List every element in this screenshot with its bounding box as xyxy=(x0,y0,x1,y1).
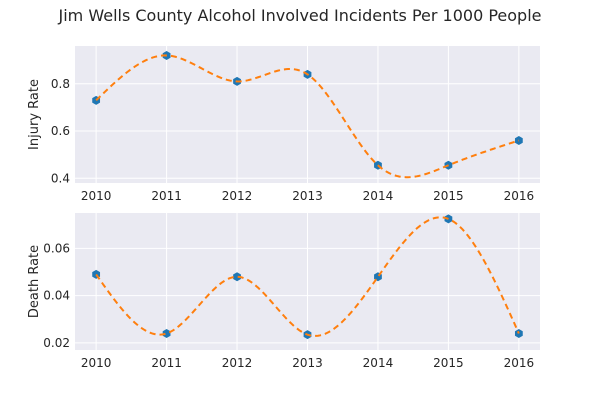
y-tick-label: 0.02 xyxy=(43,336,70,350)
y-axis-label: Injury Rate xyxy=(27,79,42,150)
x-tick-label: 2012 xyxy=(222,356,253,370)
y-tick-label: 0.06 xyxy=(43,241,70,255)
x-tick-label: 2013 xyxy=(292,356,323,370)
x-tick-label: 2016 xyxy=(504,356,535,370)
x-tick-label: 2014 xyxy=(363,189,394,203)
x-tick-label: 2010 xyxy=(81,356,112,370)
y-tick-label: 0.4 xyxy=(51,171,70,185)
x-tick-label: 2015 xyxy=(433,189,464,203)
y-tick-label: 0.6 xyxy=(51,124,70,138)
series-line xyxy=(95,216,520,337)
subplot-1: 2010 2011 2012 2013 2014 2015 2016 0.4 0.6 0.8 Inj… xyxy=(27,46,540,203)
data-point xyxy=(233,272,241,282)
data-point xyxy=(162,328,171,338)
y-tick-label: 0.8 xyxy=(51,77,70,91)
x-tick-label: 2010 xyxy=(81,189,112,203)
chart-title: Jim Wells County Alcohol Involved Incide… xyxy=(58,6,542,25)
x-tick-label: 2016 xyxy=(504,189,535,203)
data-point xyxy=(514,328,523,338)
series-line xyxy=(95,54,520,179)
x-tick-label: 2011 xyxy=(151,356,182,370)
x-tick-label: 2012 xyxy=(222,189,253,203)
subplot-2: 2010 2011 2012 2013 2014 2015 2016 0.02 0.04 0.06… xyxy=(27,213,540,370)
x-tick-label: 2015 xyxy=(433,356,464,370)
x-tick-label: 2014 xyxy=(363,356,394,370)
data-point xyxy=(514,135,523,145)
y-tick-label: 0.04 xyxy=(43,289,70,303)
y-axis-label: Death Rate xyxy=(27,245,42,318)
x-tick-label: 2013 xyxy=(292,189,323,203)
x-tick-label: 2011 xyxy=(151,189,182,203)
